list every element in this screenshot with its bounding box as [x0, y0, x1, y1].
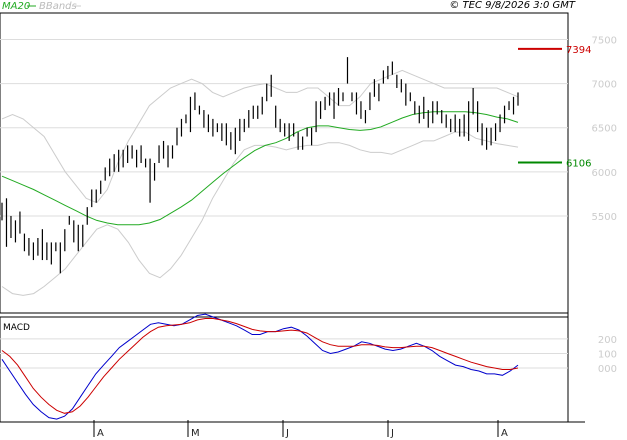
- x-tick-label: A: [501, 428, 508, 439]
- header-info: © TEC 9/8/2026 3:0 GMT: [449, 0, 576, 11]
- x-tick-label: M: [191, 428, 200, 439]
- macd-y-tick-label: 000: [598, 364, 617, 375]
- ma20-line: [1, 111, 519, 226]
- price-panel: [0, 12, 569, 314]
- support-level-label: 6106: [566, 158, 591, 169]
- price-y-tick-label: 7000: [592, 80, 617, 91]
- macd-gridlines: [0, 338, 568, 369]
- x-tick-label: J: [390, 428, 394, 439]
- price-y-tick-label: 6000: [592, 168, 617, 179]
- ma20-path: [1, 111, 519, 226]
- macd-lines: [1, 313, 519, 420]
- bbands-upper-line: [1, 69, 519, 204]
- legend-bbands-label: BBands: [39, 1, 77, 12]
- price-y-tick-labels: 5500 6000 6500 7000 7500: [592, 35, 617, 222]
- macd-y-tick-labels: 200 100 000: [598, 335, 617, 375]
- macd-line: [1, 313, 519, 420]
- macd-signal-line: [1, 318, 519, 414]
- price-gridlines: [0, 38, 568, 217]
- price-y-tick-label: 7500: [592, 35, 617, 46]
- level-lines: 7394 6106: [518, 45, 591, 169]
- bbands-lower-line: [1, 131, 519, 296]
- price-bars: [1, 57, 519, 274]
- x-tick-label: A: [97, 428, 104, 439]
- macd-y-tick-label: 100: [598, 349, 617, 360]
- legend-ma20-label: MA20: [2, 1, 30, 12]
- macd-label: MACD: [3, 323, 30, 333]
- macd-y-tick-label: 200: [598, 335, 617, 346]
- resistance-level-label: 7394: [566, 45, 591, 56]
- price-y-tick-label: 5500: [592, 212, 617, 223]
- bollinger-bands: [1, 69, 519, 296]
- price-y-tick-label: 6500: [592, 124, 617, 135]
- macd-panel: [0, 316, 569, 423]
- x-tick-label: J: [285, 428, 289, 439]
- legend: MA20 BBands: [2, 1, 81, 12]
